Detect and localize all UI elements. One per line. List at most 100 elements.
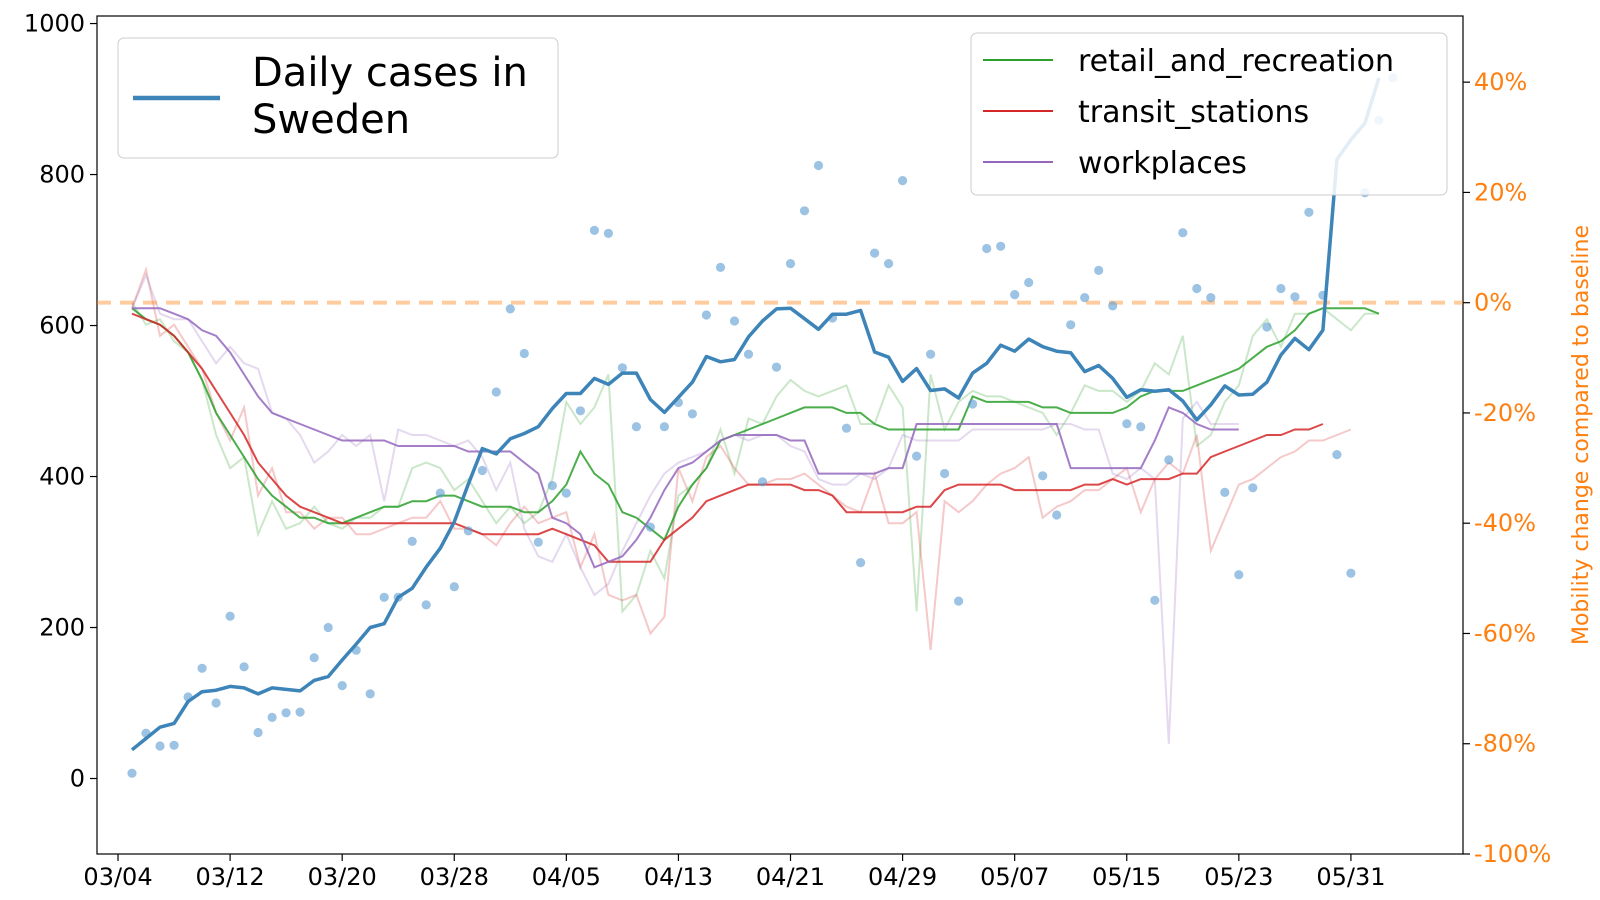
case-point	[197, 663, 207, 673]
case-point	[884, 259, 894, 269]
x-tick-label: 04/29	[868, 863, 937, 891]
case-point	[463, 526, 473, 536]
case-point	[1024, 277, 1034, 288]
case-point	[239, 662, 249, 672]
case-point	[771, 362, 782, 372]
case-point	[968, 399, 978, 409]
right-tick-label: -80%	[1474, 730, 1536, 758]
case-point	[1248, 483, 1258, 493]
left-tick-label: 0	[70, 765, 85, 793]
x-tick-label: 03/20	[308, 863, 377, 891]
case-point	[617, 363, 628, 373]
daily-case-line	[130, 77, 1381, 752]
case-point	[1136, 422, 1146, 432]
case-point	[1150, 595, 1160, 605]
daily-case-points	[127, 73, 1398, 778]
legend-cases: Daily cases in Sweden	[117, 37, 559, 159]
legend-cases-box	[117, 37, 559, 159]
case-point	[996, 241, 1006, 251]
case-point	[645, 522, 656, 532]
raw-line-retail_and_recreation	[131, 302, 1379, 614]
case-point	[841, 423, 852, 433]
case-point	[589, 225, 600, 235]
case-point	[954, 596, 964, 606]
case-point	[785, 259, 796, 269]
case-point	[505, 304, 515, 314]
case-point	[407, 536, 417, 547]
case-point	[1164, 455, 1174, 465]
case-point	[435, 488, 445, 498]
case-point	[1234, 570, 1244, 580]
case-point	[687, 409, 698, 419]
case-point	[211, 698, 221, 708]
case-point	[1066, 320, 1076, 330]
legend-label-transit: transit_stations	[1078, 95, 1309, 130]
case-point	[982, 243, 992, 254]
right-tick-label: 40%	[1474, 68, 1527, 96]
legend-mobility: retail_and_recreation transit_stations w…	[970, 32, 1448, 196]
right-tick-label: -20%	[1474, 399, 1536, 427]
avg-line-workplaces	[132, 307, 1239, 569]
case-point	[940, 468, 950, 479]
x-tick-label: 05/31	[1316, 863, 1385, 891]
legend-mobility-box	[970, 32, 1448, 196]
case-point	[337, 681, 347, 691]
case-point	[575, 406, 586, 416]
case-point	[1010, 290, 1020, 300]
legend-cases-line2: Sweden	[252, 97, 410, 143]
case-point	[701, 310, 712, 320]
case-point	[309, 653, 319, 663]
x-tick-label: 05/07	[980, 863, 1049, 891]
case-point	[1290, 292, 1300, 302]
right-axis: -100% -80% -60% -40% -20% 0% 20% 40%	[1463, 68, 1551, 868]
right-tick-label: 20%	[1474, 178, 1527, 206]
avg-line-transit_stations	[131, 312, 1324, 563]
x-tick-label: 05/15	[1092, 863, 1161, 891]
right-tick-label: -100%	[1474, 840, 1551, 868]
case-point	[1108, 301, 1118, 311]
case-point	[127, 768, 137, 778]
right-tick-label: -40%	[1474, 509, 1536, 537]
case-point	[477, 465, 487, 476]
case-point	[926, 349, 936, 359]
x-tick-label: 04/05	[532, 863, 601, 891]
case-point	[1332, 450, 1342, 460]
case-point	[898, 176, 908, 186]
left-axis: 0 200 400 600 800 1000	[24, 10, 97, 793]
case-point	[155, 741, 165, 751]
x-axis: 03/04 03/12 03/20 03/28 04/05 04/13 04/21 04/29…	[83, 854, 1386, 891]
right-tick-label: 0%	[1474, 289, 1512, 317]
legend-cases-line1: Daily cases in	[252, 50, 528, 96]
left-tick-label: 1000	[24, 10, 85, 38]
case-point	[1346, 568, 1356, 578]
case-point	[603, 228, 614, 238]
case-point	[547, 481, 557, 491]
case-point	[912, 451, 922, 461]
case-point	[1192, 283, 1202, 294]
case-point	[1262, 322, 1272, 332]
x-tick-label: 05/23	[1204, 863, 1273, 891]
raw-line-transit_stations	[131, 265, 1352, 651]
case-point	[659, 422, 670, 432]
left-tick-label: 200	[39, 614, 85, 642]
legend-label-retail: retail_and_recreation	[1078, 44, 1394, 79]
x-tick-label: 04/13	[644, 863, 713, 891]
x-tick-label: 03/04	[83, 863, 152, 891]
case-point	[1052, 510, 1062, 520]
case-point	[870, 248, 880, 258]
case-point	[533, 537, 543, 547]
right-axis-label: Mobility change compared to baseline	[1569, 225, 1594, 645]
case-point	[253, 727, 263, 738]
case-point	[1080, 293, 1090, 303]
case-point	[1304, 207, 1314, 217]
case-point	[813, 160, 824, 171]
case-point	[1038, 471, 1048, 481]
case-point	[799, 206, 810, 216]
case-point	[225, 611, 235, 621]
case-point	[491, 387, 501, 397]
x-tick-label: 04/21	[756, 863, 825, 891]
case-point	[379, 592, 389, 602]
case-point	[743, 349, 754, 359]
case-point	[365, 689, 375, 699]
